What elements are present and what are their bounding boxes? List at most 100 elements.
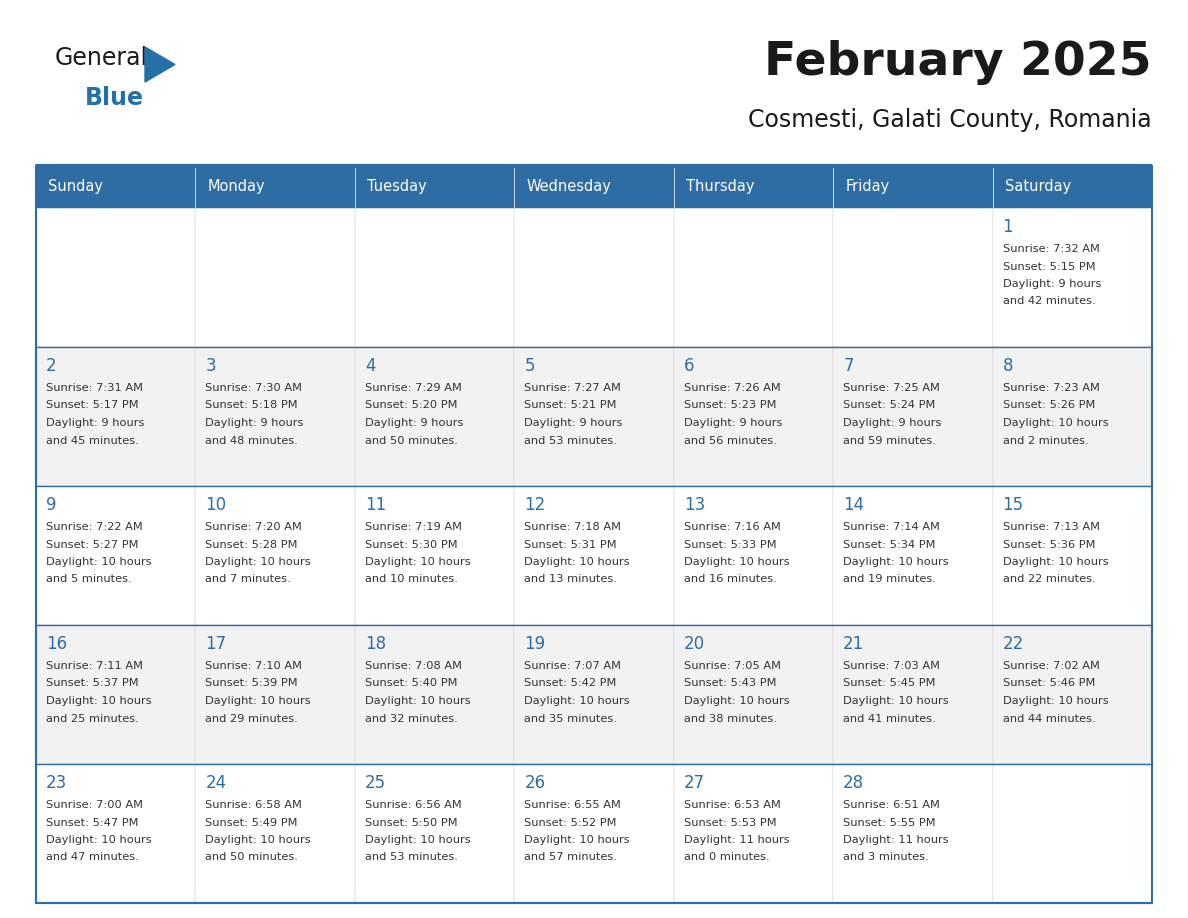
Text: Sunrise: 6:51 AM: Sunrise: 6:51 AM xyxy=(843,800,940,810)
Text: and 50 minutes.: and 50 minutes. xyxy=(365,435,457,445)
Text: Daylight: 10 hours: Daylight: 10 hours xyxy=(206,557,311,567)
Text: 6: 6 xyxy=(684,357,694,375)
Text: 22: 22 xyxy=(1003,635,1024,653)
Text: 7: 7 xyxy=(843,357,854,375)
Bar xyxy=(355,166,514,208)
Text: Daylight: 10 hours: Daylight: 10 hours xyxy=(46,557,152,567)
Text: 19: 19 xyxy=(524,635,545,653)
Text: and 50 minutes.: and 50 minutes. xyxy=(206,853,298,863)
Text: Sunset: 5:21 PM: Sunset: 5:21 PM xyxy=(524,400,617,410)
Text: 28: 28 xyxy=(843,774,864,792)
Text: Sunset: 5:15 PM: Sunset: 5:15 PM xyxy=(1003,262,1095,272)
Text: Daylight: 9 hours: Daylight: 9 hours xyxy=(524,418,623,428)
Bar xyxy=(355,347,514,486)
Text: Sunrise: 7:11 AM: Sunrise: 7:11 AM xyxy=(46,661,143,671)
Text: Cosmesti, Galati County, Romania: Cosmesti, Galati County, Romania xyxy=(748,108,1152,132)
Text: Blue: Blue xyxy=(86,86,144,110)
Bar xyxy=(992,764,1152,903)
Text: and 48 minutes.: and 48 minutes. xyxy=(206,435,298,445)
Bar xyxy=(514,166,674,208)
Text: 2: 2 xyxy=(46,357,57,375)
Text: Sunrise: 7:13 AM: Sunrise: 7:13 AM xyxy=(1003,522,1100,532)
Text: Sunset: 5:18 PM: Sunset: 5:18 PM xyxy=(206,400,298,410)
Text: 4: 4 xyxy=(365,357,375,375)
Text: Daylight: 10 hours: Daylight: 10 hours xyxy=(1003,696,1108,706)
Text: Monday: Monday xyxy=(208,180,265,195)
Text: Daylight: 10 hours: Daylight: 10 hours xyxy=(46,696,152,706)
Text: Daylight: 10 hours: Daylight: 10 hours xyxy=(206,696,311,706)
Text: Daylight: 10 hours: Daylight: 10 hours xyxy=(1003,557,1108,567)
Text: Sunrise: 7:29 AM: Sunrise: 7:29 AM xyxy=(365,383,462,393)
Text: Sunset: 5:49 PM: Sunset: 5:49 PM xyxy=(206,818,298,827)
Text: Sunrise: 7:25 AM: Sunrise: 7:25 AM xyxy=(843,383,940,393)
Text: and 10 minutes.: and 10 minutes. xyxy=(365,575,457,585)
Text: Sunday: Sunday xyxy=(48,180,103,195)
Bar xyxy=(36,486,196,625)
Text: and 59 minutes.: and 59 minutes. xyxy=(843,435,936,445)
Text: Daylight: 9 hours: Daylight: 9 hours xyxy=(206,418,304,428)
Text: 9: 9 xyxy=(46,496,57,514)
Bar xyxy=(196,166,355,208)
Bar xyxy=(514,764,674,903)
Bar xyxy=(514,347,674,486)
Bar xyxy=(674,764,833,903)
Text: 20: 20 xyxy=(684,635,704,653)
Text: Sunset: 5:20 PM: Sunset: 5:20 PM xyxy=(365,400,457,410)
Text: Daylight: 11 hours: Daylight: 11 hours xyxy=(684,835,789,845)
Text: Sunset: 5:27 PM: Sunset: 5:27 PM xyxy=(46,540,139,550)
Text: General: General xyxy=(55,46,148,70)
Bar xyxy=(674,486,833,625)
Text: Sunset: 5:47 PM: Sunset: 5:47 PM xyxy=(46,818,139,827)
Text: Sunset: 5:37 PM: Sunset: 5:37 PM xyxy=(46,678,139,688)
Text: Sunrise: 7:27 AM: Sunrise: 7:27 AM xyxy=(524,383,621,393)
Text: Daylight: 10 hours: Daylight: 10 hours xyxy=(684,557,789,567)
Text: Sunrise: 7:31 AM: Sunrise: 7:31 AM xyxy=(46,383,143,393)
Text: Daylight: 10 hours: Daylight: 10 hours xyxy=(365,696,470,706)
Text: Sunset: 5:42 PM: Sunset: 5:42 PM xyxy=(524,678,617,688)
Text: and 22 minutes.: and 22 minutes. xyxy=(1003,575,1095,585)
Bar xyxy=(36,166,196,208)
Text: Daylight: 10 hours: Daylight: 10 hours xyxy=(46,835,152,845)
Bar xyxy=(36,764,196,903)
Bar xyxy=(833,486,992,625)
Bar xyxy=(674,347,833,486)
Text: Sunrise: 7:00 AM: Sunrise: 7:00 AM xyxy=(46,800,143,810)
Text: Sunrise: 6:55 AM: Sunrise: 6:55 AM xyxy=(524,800,621,810)
Text: 24: 24 xyxy=(206,774,227,792)
Text: and 16 minutes.: and 16 minutes. xyxy=(684,575,777,585)
Bar xyxy=(36,625,196,764)
Bar xyxy=(514,625,674,764)
Text: 10: 10 xyxy=(206,496,227,514)
Text: Daylight: 9 hours: Daylight: 9 hours xyxy=(1003,279,1101,289)
Text: and 47 minutes.: and 47 minutes. xyxy=(46,853,139,863)
Text: and 32 minutes.: and 32 minutes. xyxy=(365,713,457,723)
Bar xyxy=(833,764,992,903)
Bar xyxy=(196,764,355,903)
Text: Sunset: 5:30 PM: Sunset: 5:30 PM xyxy=(365,540,457,550)
Text: Daylight: 10 hours: Daylight: 10 hours xyxy=(365,557,470,567)
Text: Sunset: 5:46 PM: Sunset: 5:46 PM xyxy=(1003,678,1095,688)
Text: Sunset: 5:23 PM: Sunset: 5:23 PM xyxy=(684,400,776,410)
Text: and 29 minutes.: and 29 minutes. xyxy=(206,713,298,723)
Text: and 57 minutes.: and 57 minutes. xyxy=(524,853,617,863)
Text: February 2025: February 2025 xyxy=(765,40,1152,85)
Text: Daylight: 10 hours: Daylight: 10 hours xyxy=(524,557,630,567)
Text: Daylight: 10 hours: Daylight: 10 hours xyxy=(524,835,630,845)
Bar xyxy=(196,486,355,625)
Text: Sunrise: 6:53 AM: Sunrise: 6:53 AM xyxy=(684,800,781,810)
Text: 27: 27 xyxy=(684,774,704,792)
Text: Sunset: 5:28 PM: Sunset: 5:28 PM xyxy=(206,540,298,550)
Text: Sunrise: 7:14 AM: Sunrise: 7:14 AM xyxy=(843,522,940,532)
Text: and 53 minutes.: and 53 minutes. xyxy=(365,853,457,863)
Text: Sunrise: 7:26 AM: Sunrise: 7:26 AM xyxy=(684,383,781,393)
Text: Sunset: 5:39 PM: Sunset: 5:39 PM xyxy=(206,678,298,688)
Text: Daylight: 11 hours: Daylight: 11 hours xyxy=(843,835,949,845)
Bar xyxy=(36,208,196,347)
Text: and 56 minutes.: and 56 minutes. xyxy=(684,435,777,445)
Text: Sunrise: 7:22 AM: Sunrise: 7:22 AM xyxy=(46,522,143,532)
Text: and 13 minutes.: and 13 minutes. xyxy=(524,575,617,585)
Text: 13: 13 xyxy=(684,496,704,514)
Text: Sunrise: 7:20 AM: Sunrise: 7:20 AM xyxy=(206,522,302,532)
Bar xyxy=(355,625,514,764)
Text: and 0 minutes.: and 0 minutes. xyxy=(684,853,770,863)
